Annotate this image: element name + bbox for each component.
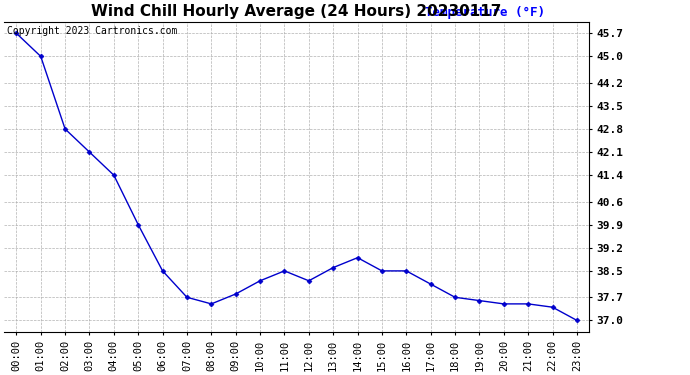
Text: Temperature (°F): Temperature (°F) — [425, 6, 545, 19]
Text: Copyright 2023 Cartronics.com: Copyright 2023 Cartronics.com — [7, 26, 177, 36]
Title: Wind Chill Hourly Average (24 Hours) 20230117: Wind Chill Hourly Average (24 Hours) 202… — [92, 4, 502, 19]
